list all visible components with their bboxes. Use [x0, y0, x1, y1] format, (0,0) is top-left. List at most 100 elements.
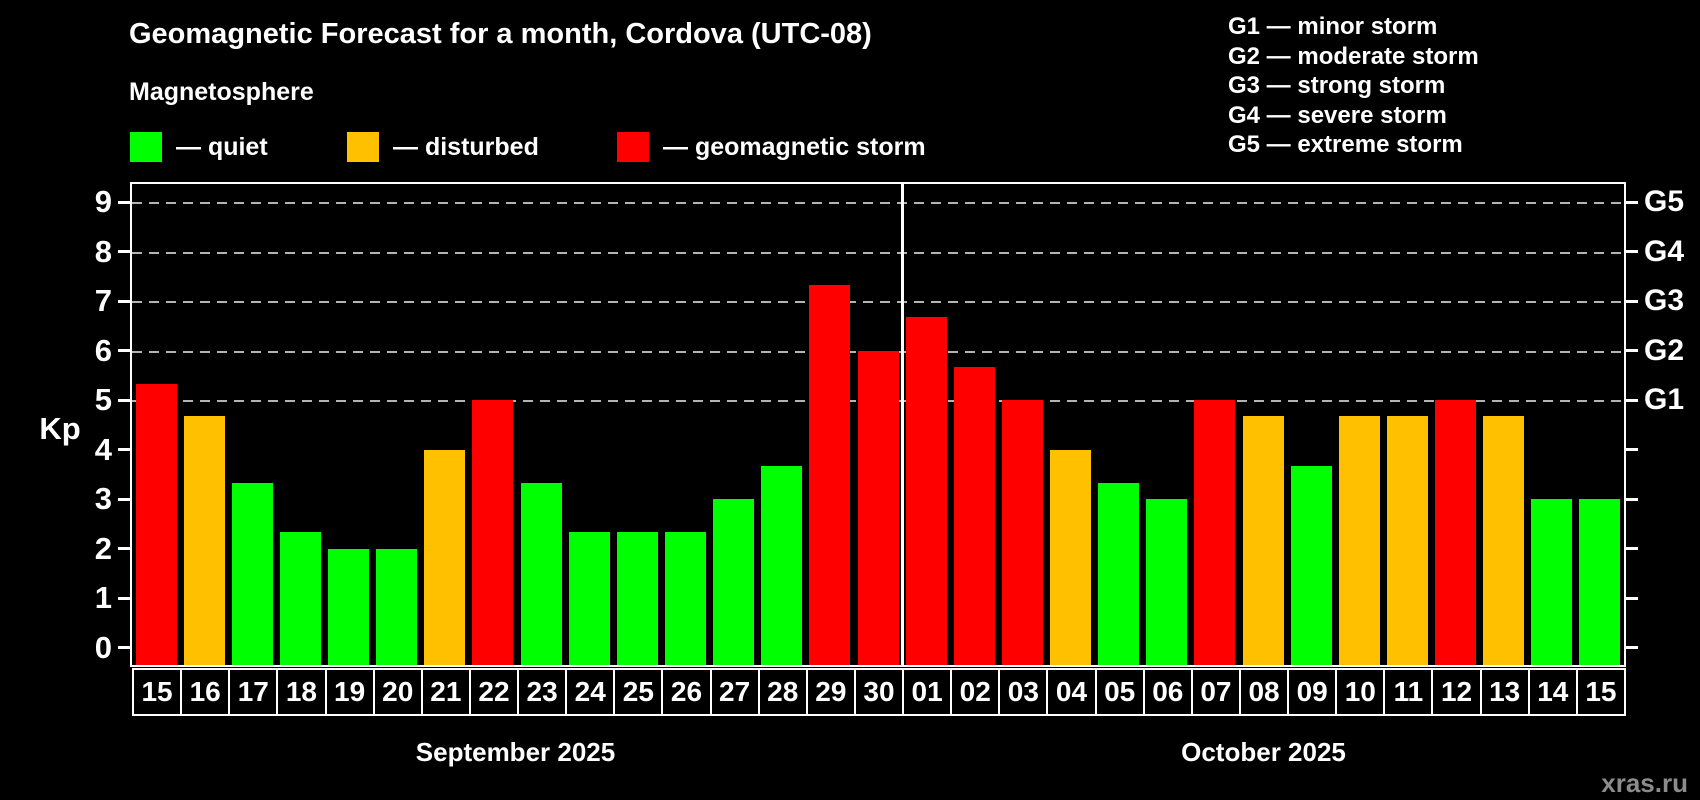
date-label-sep-30: 30 — [853, 668, 905, 716]
quiet-legend-label: — quiet — [176, 133, 268, 161]
y-tick-right-1 — [1626, 596, 1638, 600]
kp-bar-sep-20 — [376, 548, 418, 665]
kp-bar-sep-22 — [472, 400, 514, 665]
date-label-oct-09: 09 — [1287, 668, 1338, 716]
date-label-sep-21: 21 — [420, 668, 471, 716]
g-scale-label-G4: G4 — [1644, 234, 1685, 268]
kp-bar-oct-09 — [1290, 465, 1332, 665]
date-label-oct-04: 04 — [1046, 668, 1097, 716]
y-tick-right-7 — [1626, 299, 1638, 303]
date-label-oct-11: 11 — [1383, 668, 1434, 716]
y-tick-left-1 — [118, 596, 130, 600]
y-tick-right-3 — [1626, 497, 1638, 501]
y-tick-label-9: 9 — [94, 184, 112, 219]
kp-bar-sep-23 — [520, 482, 562, 665]
kp-bar-oct-01 — [905, 317, 947, 665]
gridline-kp7 — [132, 301, 1624, 303]
y-tick-left-7 — [118, 299, 130, 303]
kp-bar-sep-16 — [183, 416, 225, 665]
kp-bar-oct-14 — [1531, 499, 1573, 665]
date-label-oct-06: 06 — [1142, 668, 1193, 716]
date-label-sep-19: 19 — [324, 668, 375, 716]
y-tick-right-8 — [1626, 250, 1638, 253]
kp-bar-oct-08 — [1242, 416, 1284, 665]
kp-bar-sep-15 — [135, 383, 177, 665]
y-tick-left-9 — [118, 200, 130, 204]
kp-bar-oct-07 — [1194, 400, 1236, 665]
y-tick-left-8 — [118, 250, 130, 253]
date-label-sep-17: 17 — [228, 668, 279, 716]
storm-scale-legend-line: G4 — severe storm — [1228, 101, 1447, 129]
kp-bar-sep-30 — [857, 350, 899, 665]
y-tick-left-3 — [118, 497, 130, 501]
date-label-oct-13: 13 — [1479, 668, 1530, 716]
date-label-oct-07: 07 — [1190, 668, 1241, 716]
plot-area — [130, 182, 1626, 667]
date-label-sep-23: 23 — [517, 668, 568, 716]
storm-scale-legend-line: G3 — strong storm — [1228, 72, 1446, 99]
g-scale-label-G3: G3 — [1644, 284, 1685, 317]
y-tick-right-5 — [1626, 398, 1638, 402]
date-label-oct-03: 03 — [998, 668, 1049, 716]
bar-color-legend: — quiet — disturbed — geomagnetic storm — [0, 132, 1000, 162]
kp-bar-oct-15 — [1579, 499, 1621, 665]
y-tick-right-6 — [1626, 349, 1638, 352]
y-tick-left-5 — [118, 398, 130, 402]
date-label-sep-16: 16 — [180, 668, 231, 716]
chart-subtitle: Magnetosphere — [129, 78, 314, 106]
y-tick-left-4 — [118, 448, 130, 451]
date-label-sep-26: 26 — [661, 668, 712, 716]
y-tick-label-1: 1 — [94, 580, 112, 615]
kp-bar-sep-29 — [809, 284, 851, 665]
y-tick-right-2 — [1626, 547, 1638, 550]
y-tick-label-7: 7 — [94, 283, 112, 318]
kp-bar-oct-12 — [1435, 400, 1477, 665]
kp-bar-oct-10 — [1338, 416, 1380, 665]
disturbed-legend-label: — disturbed — [393, 133, 539, 161]
kp-bar-oct-03 — [1001, 400, 1043, 665]
date-label-oct-08: 08 — [1238, 668, 1290, 716]
kp-bar-oct-04 — [1050, 449, 1092, 665]
date-label-sep-20: 20 — [372, 668, 423, 716]
watermark: xras.ru — [1601, 768, 1688, 798]
y-tick-right-0 — [1626, 646, 1638, 649]
kp-bar-sep-26 — [664, 532, 706, 665]
date-label-sep-28: 28 — [757, 668, 808, 716]
y-tick-right-4 — [1626, 448, 1638, 451]
month-label-october: October 2025 — [1181, 737, 1346, 767]
storm-scale-legend-line: G2 — moderate storm — [1228, 42, 1479, 70]
y-tick-label-2: 2 — [94, 530, 112, 566]
date-label-sep-15: 15 — [132, 668, 183, 716]
kp-bar-sep-28 — [761, 465, 803, 665]
quiet-legend-swatch — [130, 132, 162, 162]
y-tick-left-0 — [118, 646, 130, 649]
date-label-oct-01: 01 — [902, 668, 953, 716]
disturbed-legend-swatch — [347, 132, 379, 162]
y-tick-right-9 — [1626, 200, 1638, 204]
kp-bar-oct-05 — [1098, 482, 1140, 665]
kp-bar-sep-17 — [231, 482, 273, 665]
date-label-oct-10: 10 — [1335, 668, 1386, 716]
date-label-sep-25: 25 — [613, 668, 664, 716]
kp-bar-sep-24 — [568, 532, 610, 665]
storm-legend-label: — geomagnetic storm — [663, 133, 926, 161]
month-separator-line — [900, 184, 904, 665]
kp-bar-oct-02 — [953, 366, 995, 665]
storm-scale-legend: G1 — minor storm G2 — moderate storm G3 — … — [1228, 12, 1479, 160]
date-label-sep-24: 24 — [565, 668, 616, 716]
kp-bar-sep-19 — [328, 548, 370, 665]
y-tick-label-3: 3 — [94, 481, 112, 516]
date-label-oct-15: 15 — [1575, 668, 1626, 716]
kp-bar-sep-25 — [616, 532, 658, 665]
chart-title: Geomagnetic Forecast for a month, Cordov… — [129, 18, 872, 50]
date-label-oct-12: 12 — [1431, 668, 1482, 716]
kp-bar-sep-18 — [279, 532, 321, 665]
date-axis: 15 16 17 18 19 20 21 22 23 24 25 26 27 28 29 30 01 02 03 04… — [130, 668, 1626, 717]
date-label-sep-18: 18 — [276, 668, 327, 716]
y-tick-left-6 — [118, 349, 130, 352]
kp-bar-oct-11 — [1386, 416, 1428, 665]
date-label-sep-27: 27 — [709, 668, 760, 716]
storm-scale-legend-line: G5 — extreme storm — [1228, 131, 1463, 158]
date-label-oct-02: 02 — [950, 668, 1001, 716]
